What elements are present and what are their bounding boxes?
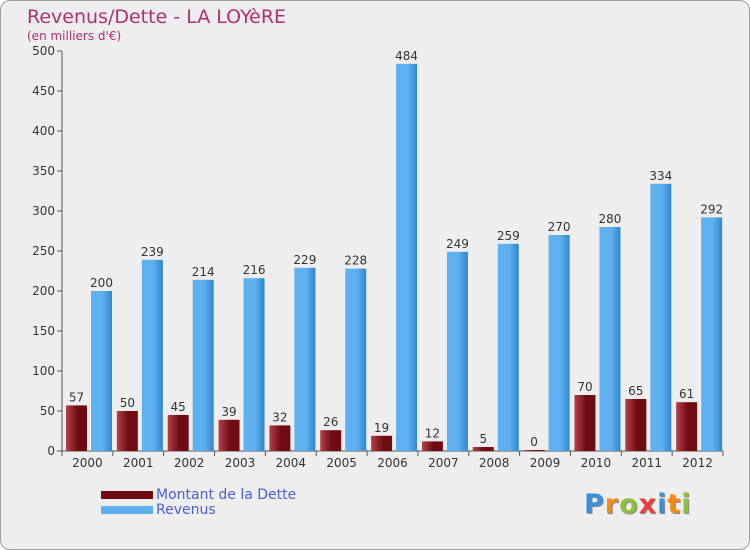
- data-label-dette-2004: 32: [272, 410, 287, 424]
- bar-revenus-2000: [91, 291, 112, 451]
- x-tick-label: 2004: [276, 456, 307, 470]
- x-tick-label: 2005: [326, 456, 357, 470]
- data-label-revenus-2001: 239: [141, 245, 164, 259]
- y-tick-label: 150: [32, 324, 55, 338]
- bar-dette-2009: [523, 450, 545, 451]
- legend-swatch-debt: [101, 490, 153, 499]
- chart-bars: [66, 63, 723, 452]
- bar-revenus-2001: [141, 259, 163, 451]
- logo-letter: t: [667, 489, 682, 520]
- bar-revenus-2004: [294, 267, 316, 451]
- bar-dette-2007: [421, 441, 443, 451]
- logo-letter: r: [604, 489, 620, 520]
- data-label-revenus-2007: 249: [446, 237, 469, 251]
- data-label-dette-2012: 61: [679, 387, 694, 401]
- legend-item-debt: Montant de la Dette: [101, 486, 297, 503]
- chart-labels: 5720050239452143921632229262281948412249…: [69, 49, 723, 449]
- bar-dette-2001: [116, 411, 138, 451]
- bar-dette-2008: [472, 447, 494, 451]
- legend-swatch-revenue: [101, 505, 153, 514]
- x-tick-label: 2000: [72, 456, 103, 470]
- x-tick-label: 2006: [377, 456, 408, 470]
- x-tick-label: 2003: [225, 456, 256, 470]
- bar-dette-2000: [66, 405, 87, 451]
- logo-letter: o: [619, 489, 639, 520]
- bar-revenus-2011: [650, 183, 672, 452]
- logo-letter: x: [638, 489, 658, 520]
- bar-revenus-2010: [599, 227, 621, 451]
- y-tick-label: 300: [32, 204, 55, 218]
- data-label-revenus-2010: 280: [599, 212, 622, 226]
- bar-dette-2003: [218, 419, 240, 451]
- bar-revenus-2007: [446, 251, 468, 451]
- bar-revenus-2003: [243, 278, 265, 451]
- data-label-dette-2003: 39: [221, 405, 236, 419]
- logo-letter: P: [584, 489, 605, 520]
- x-tick-label: 2011: [631, 456, 662, 470]
- logo-letter: i: [681, 489, 692, 520]
- y-tick-label: 500: [32, 44, 55, 58]
- data-label-revenus-2012: 292: [700, 202, 723, 216]
- data-label-dette-2002: 45: [171, 400, 186, 414]
- x-tick-label: 2012: [682, 456, 713, 470]
- x-tick-label: 2008: [479, 456, 510, 470]
- data-label-dette-2011: 65: [628, 384, 643, 398]
- data-label-revenus-2005: 228: [344, 254, 367, 268]
- data-label-revenus-2002: 214: [192, 265, 215, 279]
- bar-revenus-2005: [345, 268, 367, 451]
- data-label-revenus-2011: 334: [649, 169, 672, 183]
- x-tick-label: 2009: [530, 456, 561, 470]
- data-label-dette-2010: 70: [577, 380, 592, 394]
- data-label-dette-2006: 19: [374, 421, 389, 435]
- y-tick-label: 50: [40, 404, 55, 418]
- logo-letter: i: [657, 489, 668, 520]
- legend-label-revenue: Revenus: [156, 501, 216, 518]
- data-label-dette-2007: 12: [425, 426, 440, 440]
- bar-dette-2010: [574, 395, 596, 451]
- data-label-dette-2005: 26: [323, 415, 338, 429]
- chart-subtitle: (en milliers d'€): [27, 29, 122, 43]
- chart-legend: Montant de la Dette Revenus: [101, 486, 297, 518]
- legend-label-debt: Montant de la Dette: [156, 486, 297, 503]
- y-tick-label: 450: [32, 84, 55, 98]
- data-label-dette-2009: 0: [530, 435, 538, 449]
- y-tick-label: 250: [32, 244, 55, 258]
- x-tick-label: 2002: [174, 456, 205, 470]
- y-tick-label: 350: [32, 164, 55, 178]
- bar-revenus-2012: [701, 217, 723, 451]
- bar-revenus-2006: [396, 63, 418, 452]
- bar-revenus-2008: [497, 243, 519, 451]
- bar-dette-2005: [320, 430, 342, 451]
- data-label-dette-2008: 5: [479, 432, 487, 446]
- bar-dette-2012: [676, 402, 698, 451]
- data-label-dette-2001: 50: [120, 396, 135, 410]
- x-tick-label: 2001: [123, 456, 154, 470]
- y-tick-label: 0: [47, 444, 55, 458]
- bar-dette-2002: [167, 415, 189, 451]
- bar-revenus-2009: [548, 235, 570, 451]
- bar-dette-2004: [269, 425, 291, 451]
- data-label-revenus-2009: 270: [548, 220, 571, 234]
- data-label-revenus-2003: 216: [243, 263, 266, 277]
- x-tick-label: 2010: [581, 456, 612, 470]
- y-tick-label: 400: [32, 124, 55, 138]
- data-label-revenus-2008: 259: [497, 229, 520, 243]
- proxiti-logo: Proxiti: [584, 489, 692, 520]
- bar-dette-2011: [625, 399, 647, 451]
- data-label-revenus-2000: 200: [90, 276, 113, 290]
- legend-item-revenue: Revenus: [101, 501, 296, 518]
- chart-title: Revenus/Dette - LA LOYèRE: [27, 6, 287, 28]
- y-tick-label: 100: [32, 364, 55, 378]
- x-tick-label: 2007: [428, 456, 459, 470]
- bar-revenus-2002: [192, 279, 214, 451]
- data-label-dette-2000: 57: [69, 390, 84, 404]
- data-label-revenus-2004: 229: [293, 253, 316, 267]
- y-tick-label: 200: [32, 284, 55, 298]
- data-label-revenus-2006: 484: [395, 49, 418, 63]
- bar-dette-2006: [371, 435, 393, 451]
